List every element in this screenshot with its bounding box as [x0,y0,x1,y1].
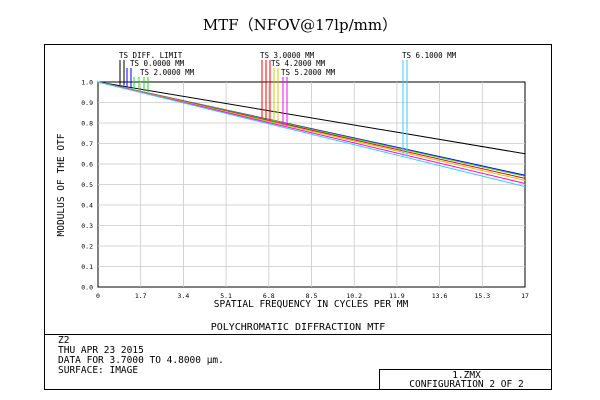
y-tick-label: 0.0 [81,284,93,292]
info-line-surface: SURFACE: IMAGE [58,365,139,376]
legend-label: TS DIFF. LIMIT [119,51,183,60]
legend-label: TS 2.0000 MM [140,68,195,77]
x-tick-label: 10.2 [346,292,362,300]
y-tick-label: 0.8 [81,120,93,128]
x-tick-label: 1.7 [135,292,147,300]
legend-label: TS 4.2000 MM [271,59,326,68]
y-tick-label: 0.9 [81,99,93,107]
x-tick-label: 8.5 [306,292,318,300]
configuration-label: CONFIGURATION 2 OF 2 [409,379,524,390]
y-tick-label: 0.7 [81,140,93,148]
file-info-box: 1.ZMX CONFIGURATION 2 OF 2 [379,369,552,390]
legend-label: TS 5.2000 MM [281,68,336,77]
report-frame [44,44,552,390]
legend-label: TS 3.0000 MM [260,51,315,60]
y-tick-label: 0.4 [81,202,93,210]
x-tick-label: 17 [521,292,529,300]
series-line-6 [97,81,526,188]
info-line-wavelength: DATA FOR 3.7000 TO 4.8000 µm. [58,355,224,366]
grid-layer [98,82,525,287]
file-name: 1.ZMX [452,370,481,381]
info-block: Z2 THU APR 23 2015 DATA FOR 3.7000 TO 4.… [58,336,224,376]
info-line-surface-id: Z2 [58,335,70,346]
legend-label: TS 6.1000 MM [402,51,457,60]
legend-label: TS 0.0000 MM [130,59,185,68]
y-tick-label: 0.2 [81,243,93,251]
x-tick-label: 0 [96,292,100,300]
x-tick-label: 5.1 [220,292,232,300]
x-tick-label: 15.3 [474,292,490,300]
y-tick-label: 0.6 [81,161,93,169]
info-line-date: THU APR 23 2015 [58,345,144,356]
tick-labels: 0 1.7 3.4 5.1 6.8 8.5 10.2 11.9 13.6 15.3 17 0.0 0.1… [81,79,529,301]
y-axis-label: MODULUS OF THE OTF [56,133,67,236]
panel-divider [44,334,552,335]
series-line-0 [97,81,526,155]
x-tick-label: 3.4 [178,292,190,300]
x-tick-label: 13.6 [432,292,448,300]
y-tick-label: 1.0 [81,79,93,87]
legend-markers [119,60,408,157]
panel-title: POLYCHROMATIC DIFFRACTION MTF [210,322,386,333]
chart-title: MTF（NFOV@17lp/mm） [202,16,398,34]
y-tick-label: 0.1 [81,263,93,271]
x-tick-label: 11.9 [389,292,405,300]
y-tick-label: 0.3 [81,222,93,230]
x-axis-label: SPATIAL FREQUENCY IN CYCLES PER MM [214,299,409,310]
x-tick-label: 6.8 [263,292,275,300]
y-tick-label: 0.5 [81,181,93,189]
series-layer [97,81,526,188]
